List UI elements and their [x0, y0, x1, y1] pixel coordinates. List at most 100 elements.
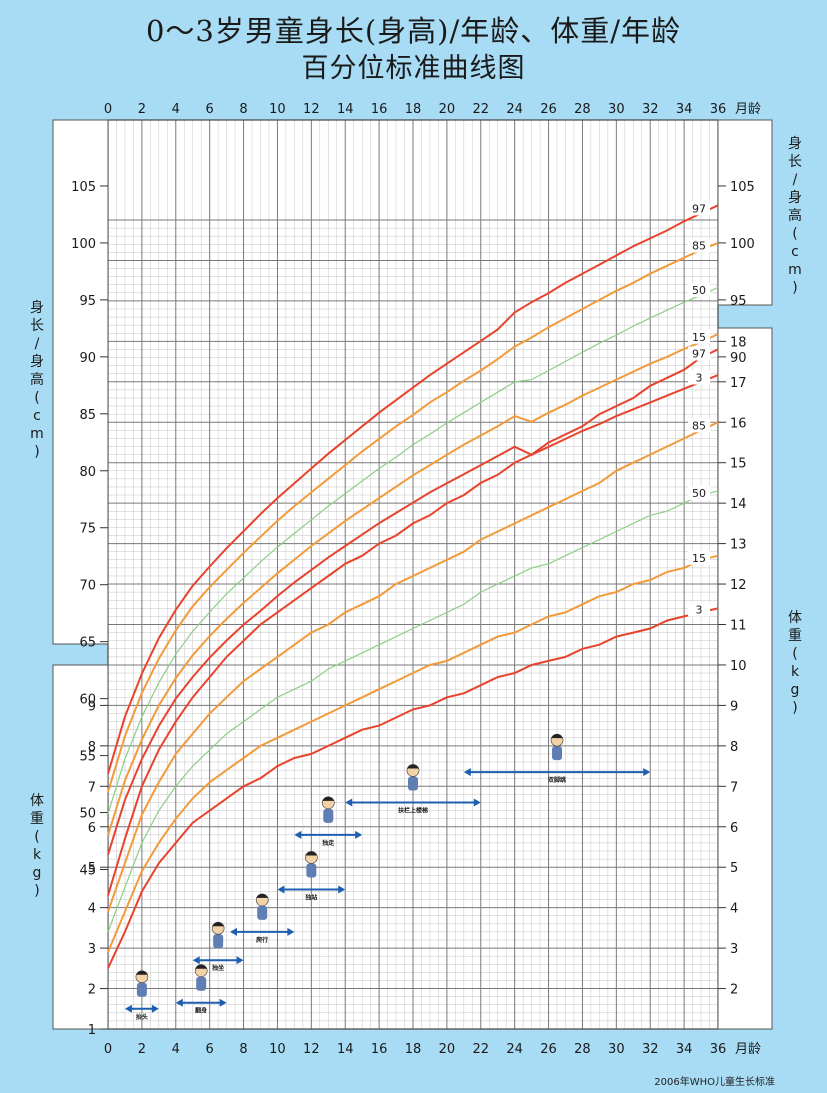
y-tick-label-weight-right: 6	[730, 821, 738, 836]
y-tick-label-weight-left: 9	[88, 699, 96, 714]
y-tick-label-length-right: 100	[730, 237, 755, 252]
x-tick-label-top: 6	[206, 102, 214, 117]
x-unit-bottom: 月龄	[735, 1042, 761, 1057]
y-axis-title-weight-left: 体重(k g)	[30, 793, 44, 899]
x-tick-label-bottom: 2	[138, 1042, 146, 1057]
milestone-arrow-left	[175, 998, 183, 1007]
y-axis-title-length-right: 身长/身高(c m)	[788, 136, 802, 296]
y-tick-label-weight-left: 6	[88, 821, 96, 836]
child-figure-icon	[213, 934, 224, 949]
x-tick-label-bottom: 24	[506, 1042, 523, 1057]
child-hair-icon	[407, 764, 419, 769]
milestone-arrow-left	[192, 956, 200, 965]
length-curve-p85	[107, 241, 719, 793]
milestone-arrow-left	[230, 927, 237, 936]
y-tick-label-length-left: 75	[79, 522, 96, 537]
milestone-arrow-left	[463, 768, 471, 777]
y-tick-label-weight-right: 9	[730, 699, 738, 714]
x-tick-label-top: 32	[642, 102, 659, 117]
weight-curve-p3	[107, 607, 719, 969]
child-figure-icon	[306, 863, 317, 878]
child-hair-icon	[551, 734, 564, 739]
x-tick-label-top: 18	[405, 102, 422, 117]
y-tick-label-length-left: 85	[79, 408, 96, 423]
weight-curve-p85	[107, 421, 719, 913]
length-curve-p97	[107, 204, 719, 775]
x-tick-label-top: 0	[104, 102, 112, 117]
x-tick-label-bottom: 32	[642, 1042, 659, 1057]
milestone-arrow-right	[151, 1004, 159, 1013]
length-curve-label-p3: 3	[696, 371, 703, 384]
milestone-label: 独站	[304, 893, 317, 901]
x-tick-label-bottom: 0	[104, 1042, 112, 1057]
length-curve-label-bg	[688, 283, 711, 298]
child-figure-icon	[323, 808, 334, 823]
weight-curve-label-p15: 15	[692, 552, 706, 565]
y-tick-label-weight-right: 18	[730, 335, 747, 350]
x-tick-label-top: 30	[608, 102, 625, 117]
y-axis-title-weight-right: 体重(k g)	[788, 610, 802, 716]
y-tick-label-length-left: 55	[79, 750, 96, 765]
left-weight-panel	[52, 664, 109, 1030]
weight-curve-label-p3: 3	[696, 603, 703, 616]
child-figure-icon	[136, 982, 147, 997]
milestone-label: 独走	[321, 839, 334, 847]
y-tick-label-weight-right: 4	[730, 902, 738, 917]
milestone-arrow-right	[355, 830, 363, 839]
y-tick-label-weight-right: 7	[730, 780, 738, 795]
child-figure-icon	[196, 976, 207, 991]
x-tick-label-top: 36	[710, 102, 727, 117]
weight-curve-label-bg	[688, 418, 711, 433]
x-tick-label-bottom: 30	[608, 1042, 625, 1057]
length-curve-label-p15: 15	[692, 331, 706, 344]
child-hair-icon	[322, 796, 335, 801]
x-tick-label-bottom: 36	[710, 1042, 727, 1057]
weight-curve-label-p97: 97	[692, 347, 706, 360]
child-hair-icon	[212, 922, 225, 927]
milestone-label: 双脚跳	[548, 776, 566, 784]
milestone-arrow-right	[643, 768, 651, 777]
x-tick-label-bottom: 14	[337, 1042, 354, 1057]
y-tick-label-weight-right: 3	[730, 942, 738, 957]
child-hair-icon	[135, 970, 148, 975]
y-tick-label-weight-left: 8	[88, 740, 96, 755]
y-tick-label-length-left: 50	[79, 807, 96, 822]
y-tick-label-weight-right: 14	[730, 497, 747, 512]
x-tick-label-bottom: 10	[269, 1042, 286, 1057]
y-tick-label-length-left: 60	[79, 693, 96, 708]
length-curve-label-bg	[688, 329, 711, 344]
weight-curve-p50	[107, 490, 719, 933]
x-tick-label-top: 2	[138, 102, 146, 117]
child-figure-icon	[552, 746, 563, 761]
chart-title-line2: 百分位标准曲线图	[301, 53, 526, 84]
milestone-arrow-left	[345, 798, 353, 807]
y-tick-label-weight-left: 1	[88, 1023, 96, 1038]
y-tick-label-weight-right: 8	[730, 740, 738, 755]
y-tick-label-length-left: 80	[79, 465, 96, 480]
length-curve-p15	[107, 333, 719, 836]
y-tick-label-weight-right: 10	[730, 659, 747, 674]
x-tick-label-bottom: 28	[574, 1042, 591, 1057]
x-tick-label-bottom: 26	[540, 1042, 557, 1057]
y-axis-title-length-left: 身长/身高(c m)	[30, 300, 44, 460]
child-hair-icon	[195, 964, 208, 969]
y-tick-label-weight-left: 7	[88, 780, 96, 795]
y-tick-label-weight-right: 2	[730, 983, 738, 998]
child-hair-icon	[256, 893, 269, 898]
x-tick-label-bottom: 8	[239, 1042, 247, 1057]
x-tick-label-top: 16	[371, 102, 388, 117]
length-curve-p50	[107, 286, 719, 814]
x-tick-label-top: 14	[337, 102, 354, 117]
y-tick-label-length-left: 100	[71, 237, 96, 252]
weight-curve-label-bg	[688, 550, 711, 565]
left-length-panel	[52, 119, 109, 645]
x-tick-label-bottom: 22	[473, 1042, 490, 1057]
milestone-arrow-left	[294, 830, 302, 839]
right-weight-panel	[717, 327, 773, 1030]
chart-title-line1: 0～3岁男童身长(身高)/年龄、体重/年龄	[145, 14, 682, 48]
y-tick-label-weight-right: 17	[730, 376, 747, 391]
y-tick-label-length-left: 65	[79, 636, 96, 651]
y-tick-label-length-left: 95	[79, 294, 96, 309]
x-tick-label-bottom: 6	[206, 1042, 214, 1057]
